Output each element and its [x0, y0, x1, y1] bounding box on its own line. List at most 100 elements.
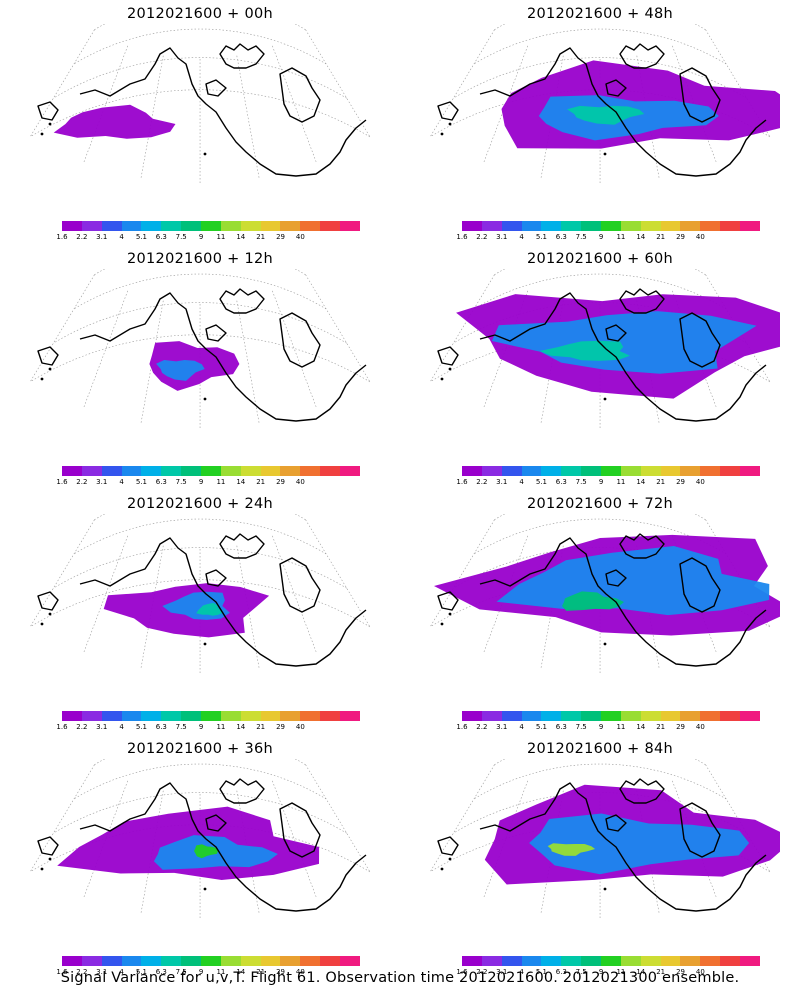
- scale-label: 5.1: [135, 233, 148, 241]
- variance-contour: [196, 602, 223, 616]
- panel-title: 2012021600 + 72h: [526, 496, 674, 512]
- color-scale: 1.6 2.2 3.1 4 5.1 6.3 7.5 9 11 14 21 29 40: [456, 956, 760, 976]
- island: [448, 367, 452, 371]
- variance-field: [456, 294, 780, 399]
- scale-label: 11: [216, 478, 226, 486]
- scale-label: 3.1: [96, 723, 108, 731]
- map-48h: [429, 24, 780, 185]
- scale-label: 29: [676, 233, 685, 241]
- graticule-parallel: [494, 514, 706, 520]
- island: [603, 397, 607, 401]
- scale-swatch: [740, 466, 760, 476]
- variance-field: [484, 784, 780, 885]
- scale-swatch: [740, 221, 760, 231]
- scale-label: 21: [656, 968, 666, 976]
- scale-label: 7.5: [575, 478, 587, 486]
- scale-swatch: [720, 956, 741, 966]
- graticule-parallel: [53, 547, 347, 589]
- scale-swatch: [521, 956, 542, 966]
- scale-swatch: [240, 956, 261, 966]
- scale-label: 6.3: [555, 968, 567, 976]
- scale-swatch: [640, 711, 661, 721]
- scale-swatch: [340, 221, 360, 231]
- scale-label: 6.3: [155, 968, 167, 976]
- scale-swatch: [62, 221, 82, 231]
- scale-swatch: [620, 466, 641, 476]
- island: [40, 867, 44, 871]
- scale-label: 11: [616, 233, 626, 241]
- graticule-parallel: [94, 269, 306, 275]
- variance-contour: [567, 105, 645, 125]
- scale-label: 40: [695, 723, 705, 731]
- panel-title: 2012021600 + 84h: [526, 741, 674, 757]
- coastline: [437, 533, 767, 667]
- panel-title: 2012021600 + 12h: [126, 251, 274, 267]
- panel-title: 2012021600 + 36h: [126, 741, 274, 757]
- scale-label: 11: [216, 233, 226, 241]
- scale-label: 6.3: [155, 478, 167, 486]
- scale-swatch: [501, 466, 522, 476]
- graticule-meridian: [429, 29, 495, 138]
- scale-label: 2.2: [76, 478, 88, 486]
- scale-swatch: [320, 956, 341, 966]
- scale-swatch: [740, 956, 760, 966]
- scale-label: 21: [256, 233, 266, 241]
- scale-swatch: [220, 956, 241, 966]
- scale-swatch: [561, 956, 582, 966]
- scale-swatch: [581, 711, 602, 721]
- graticule-meridian: [83, 45, 128, 163]
- scale-swatch: [620, 956, 641, 966]
- graticule-parallel: [94, 759, 306, 765]
- scale-swatch: [581, 221, 602, 231]
- scale-label: 29: [676, 968, 685, 976]
- panel-title: 2012021600 + 48h: [526, 6, 674, 22]
- scale-label: 40: [295, 968, 305, 976]
- scale-label: 5.1: [135, 478, 148, 486]
- scale-swatch: [501, 221, 522, 231]
- island: [203, 642, 207, 646]
- scale-label: 2.2: [476, 723, 488, 731]
- scale-swatch: [320, 711, 341, 721]
- island: [203, 152, 207, 156]
- graticule-parallel: [53, 57, 347, 99]
- variance-contour: [53, 104, 176, 139]
- scale-label: 40: [695, 478, 705, 486]
- panel-60h: 2012021600 + 60h 1.6 2.2 3.1 4 5.1 6.3 7.5 9 11 1…: [400, 245, 800, 490]
- scale-swatch: [740, 711, 760, 721]
- color-scale: 1.6 2.2 3.1 4 5.1 6.3 7.5 9 11 14 21 29 40: [456, 466, 760, 486]
- scale-swatch: [521, 711, 542, 721]
- scale-label: 4: [519, 968, 524, 976]
- scale-label: 5.1: [135, 968, 148, 976]
- scale-swatch: [81, 956, 102, 966]
- panel-title: 2012021600 + 60h: [526, 251, 674, 267]
- graticule-parallel: [73, 763, 327, 800]
- map-84h: [429, 759, 780, 920]
- scale-swatch: [201, 221, 221, 231]
- island: [48, 612, 52, 616]
- scale-swatch: [640, 466, 661, 476]
- scale-swatch: [501, 711, 522, 721]
- scale-label: 9: [198, 478, 204, 486]
- scale-swatch: [101, 221, 122, 231]
- scale-label: 3.1: [496, 478, 508, 486]
- island: [40, 377, 44, 381]
- scale-swatch: [300, 466, 321, 476]
- scale-label: 4: [119, 478, 124, 486]
- scale-label: 2.2: [476, 968, 488, 976]
- scale-swatch: [620, 711, 641, 721]
- map-36h: [29, 759, 371, 920]
- scale-label: 9: [598, 723, 604, 731]
- variance-contour: [539, 340, 630, 361]
- scale-swatch: [280, 711, 301, 721]
- scale-swatch: [121, 711, 142, 721]
- scale-swatch: [240, 711, 261, 721]
- scale-swatch: [462, 221, 482, 231]
- scale-label: 29: [276, 723, 285, 731]
- variance-field: [57, 806, 320, 880]
- graticule-parallel: [94, 24, 306, 30]
- scale-label: 3.1: [496, 723, 508, 731]
- scale-swatch: [300, 711, 321, 721]
- scale-label: 7.5: [175, 723, 187, 731]
- scale-label: 3.1: [496, 968, 508, 976]
- scale-label: 21: [256, 723, 266, 731]
